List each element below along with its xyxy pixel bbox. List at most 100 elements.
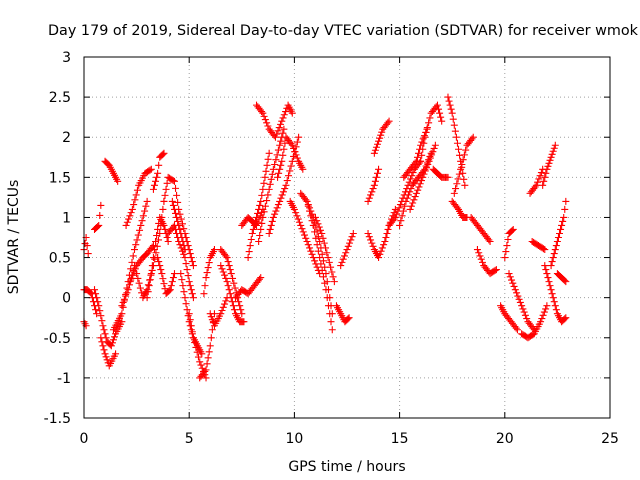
data-point [168, 278, 176, 286]
data-point [188, 328, 196, 336]
data-point [191, 339, 199, 347]
data-point [219, 303, 227, 311]
series-t58 [528, 238, 549, 254]
data-point [448, 109, 456, 117]
data-point [98, 338, 106, 346]
data-point [278, 117, 286, 125]
data-point [249, 225, 257, 233]
data-point [260, 112, 268, 120]
data-point [551, 141, 559, 149]
data-point [417, 177, 425, 185]
data-point [94, 298, 102, 306]
data-point [365, 194, 373, 202]
series-t30 [255, 125, 288, 246]
data-point [189, 294, 197, 302]
data-point [326, 310, 334, 318]
data-point [160, 221, 168, 229]
data-point [545, 278, 553, 286]
data-point [269, 165, 277, 173]
data-point [99, 342, 107, 350]
data-point [430, 144, 438, 152]
data-point [202, 374, 210, 382]
data-point [204, 264, 212, 272]
data-point [107, 342, 115, 350]
data-point [261, 173, 269, 181]
data-point [218, 307, 226, 315]
data-point [367, 191, 375, 199]
data-point [431, 141, 439, 149]
data-point [148, 262, 156, 270]
data-point [153, 231, 161, 239]
y-tick-label: -0.5 [44, 331, 71, 347]
data-point [154, 236, 162, 244]
data-point [280, 125, 288, 133]
data-point [255, 205, 263, 213]
data-point [123, 289, 131, 297]
data-point [187, 254, 195, 262]
data-point [280, 145, 288, 153]
data-point [160, 197, 168, 205]
data-point [534, 178, 542, 186]
data-point [406, 188, 414, 196]
data-point [135, 279, 143, 287]
data-point [473, 246, 481, 254]
data-point [292, 209, 300, 217]
data-point [111, 333, 119, 341]
data-point [276, 141, 284, 149]
series-t23 [206, 294, 231, 330]
data-point [543, 302, 551, 310]
data-point [371, 146, 379, 154]
data-point [311, 213, 319, 221]
series-t54 [501, 225, 517, 262]
data-point [420, 139, 428, 147]
data-point [237, 306, 245, 314]
data-point [231, 284, 239, 292]
data-point [144, 281, 152, 289]
data-point [175, 221, 183, 229]
data-point [258, 108, 266, 116]
data-point [548, 290, 556, 298]
data-point [184, 272, 192, 280]
data-point [136, 226, 144, 234]
data-point [188, 290, 196, 298]
data-point [100, 326, 108, 334]
data-point [338, 258, 346, 266]
data-point [256, 231, 264, 239]
data-point [509, 279, 517, 287]
data-point [561, 315, 569, 323]
data-point [322, 244, 330, 252]
data-point [324, 302, 332, 310]
data-point [279, 188, 287, 196]
data-point [340, 252, 348, 260]
data-point [549, 254, 557, 262]
data-point [97, 201, 105, 209]
data-point [444, 173, 452, 181]
data-point [181, 254, 189, 262]
data-point [550, 144, 558, 152]
series-t16 [160, 173, 197, 270]
data-point [180, 250, 188, 258]
data-point [229, 302, 237, 310]
data-point [169, 177, 177, 185]
data-point [100, 346, 108, 354]
data-point [383, 229, 391, 237]
data-point [321, 279, 329, 287]
data-point [272, 207, 280, 215]
y-tick-label: 1 [62, 210, 71, 226]
data-point [122, 221, 130, 229]
data-point [133, 270, 141, 278]
data-point [277, 161, 285, 169]
data-point [328, 268, 336, 276]
data-points [80, 93, 570, 382]
data-point [147, 165, 155, 173]
data-point [230, 306, 238, 314]
data-point [240, 318, 248, 326]
data-point [286, 167, 294, 175]
data-point [308, 250, 316, 258]
data-point [409, 199, 417, 207]
data-point [344, 315, 352, 323]
data-point [277, 194, 285, 202]
data-point [160, 149, 168, 157]
data-point [160, 280, 168, 288]
series-t27 [231, 274, 265, 302]
